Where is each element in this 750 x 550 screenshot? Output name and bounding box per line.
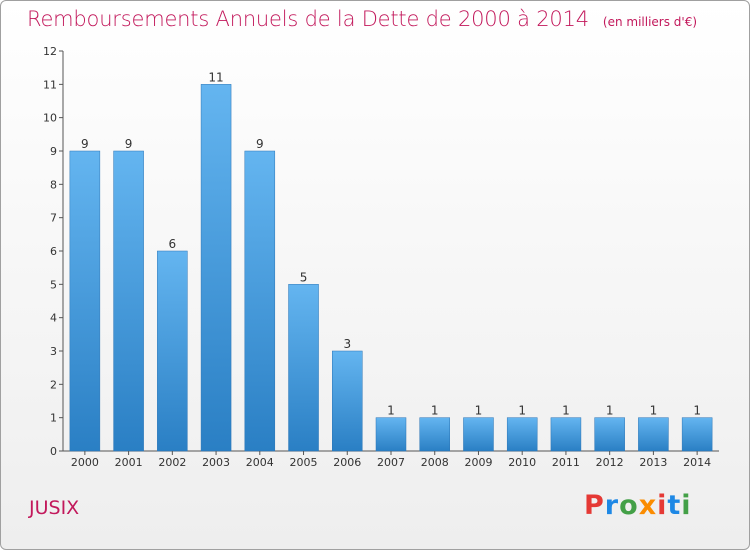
x-tick-label: 2008 bbox=[421, 456, 449, 469]
y-tick-label: 0 bbox=[50, 445, 57, 458]
y-tick-label: 5 bbox=[50, 278, 57, 291]
x-tick-label: 2014 bbox=[683, 456, 711, 469]
bar-2000 bbox=[69, 150, 101, 452]
brand-letter: r bbox=[604, 490, 620, 521]
bar-2011 bbox=[550, 417, 582, 452]
data-label: 9 bbox=[125, 137, 133, 151]
brand-letter: i bbox=[681, 490, 692, 521]
y-tick-label: 3 bbox=[50, 345, 57, 358]
data-label: 1 bbox=[475, 404, 483, 418]
brand-letter: P bbox=[584, 490, 605, 521]
data-label: 9 bbox=[81, 137, 89, 151]
brand-letter: x bbox=[638, 490, 658, 521]
commune-name: JUSIX bbox=[29, 497, 80, 519]
bar-2009 bbox=[463, 417, 494, 452]
data-label: 11 bbox=[208, 70, 223, 84]
y-tick-label: 2 bbox=[50, 378, 57, 391]
x-tick-label: 2004 bbox=[246, 456, 274, 469]
data-label: 5 bbox=[300, 270, 308, 284]
x-tick-label: 2009 bbox=[464, 456, 492, 469]
y-tick-label: 10 bbox=[43, 112, 57, 125]
x-tick-label: 2007 bbox=[377, 456, 405, 469]
bar-2006 bbox=[332, 350, 363, 452]
data-label: 1 bbox=[650, 404, 658, 418]
data-label: 1 bbox=[693, 404, 701, 418]
chart-title: Remboursements Annuels de la Dette de 20… bbox=[27, 7, 589, 31]
bar-2014 bbox=[681, 417, 713, 452]
bar-2013 bbox=[638, 417, 669, 452]
y-tick-label: 8 bbox=[50, 178, 57, 191]
x-tick-label: 2002 bbox=[158, 456, 186, 469]
x-tick-label: 2012 bbox=[596, 456, 624, 469]
bar-2003 bbox=[200, 84, 232, 452]
data-label: 1 bbox=[562, 404, 570, 418]
x-tick-label: 2000 bbox=[71, 456, 99, 469]
bar-2001 bbox=[113, 150, 144, 452]
data-label: 1 bbox=[387, 404, 395, 418]
data-label: 3 bbox=[343, 337, 351, 351]
y-tick-label: 11 bbox=[43, 78, 57, 91]
x-tick-label: 2011 bbox=[552, 456, 580, 469]
bar-2010 bbox=[506, 417, 538, 452]
data-label: 1 bbox=[606, 404, 614, 418]
bar-2002 bbox=[157, 250, 188, 452]
data-label: 1 bbox=[431, 404, 439, 418]
bar-2007 bbox=[375, 417, 407, 452]
bar-2005 bbox=[288, 284, 319, 452]
bar-2012 bbox=[594, 417, 625, 452]
x-tick-label: 2003 bbox=[202, 456, 230, 469]
y-tick-label: 9 bbox=[50, 145, 57, 158]
data-label: 9 bbox=[256, 137, 264, 151]
x-tick-label: 2010 bbox=[508, 456, 536, 469]
y-tick-label: 7 bbox=[50, 212, 57, 225]
chart-subtitle: (en milliers d'€) bbox=[602, 15, 698, 29]
y-tick-label: 1 bbox=[50, 412, 57, 425]
data-label: 6 bbox=[169, 237, 177, 251]
chart-title-block: Remboursements Annuels de la Dette de 20… bbox=[27, 7, 697, 31]
x-tick-label: 2006 bbox=[333, 456, 361, 469]
x-tick-label: 2013 bbox=[639, 456, 667, 469]
brand-logo: Proxiti bbox=[584, 490, 692, 521]
brand-letter: o bbox=[619, 490, 639, 521]
bar-2004 bbox=[244, 150, 276, 452]
data-label: 1 bbox=[518, 404, 526, 418]
x-tick-label: 2001 bbox=[115, 456, 143, 469]
bar-2008 bbox=[419, 417, 450, 452]
x-tick-label: 2005 bbox=[290, 456, 318, 469]
y-tick-label: 12 bbox=[43, 45, 57, 58]
brand-letter: i bbox=[657, 490, 668, 521]
y-tick-label: 6 bbox=[50, 245, 57, 258]
brand-letter: t bbox=[667, 490, 682, 521]
y-tick-label: 4 bbox=[50, 312, 57, 325]
